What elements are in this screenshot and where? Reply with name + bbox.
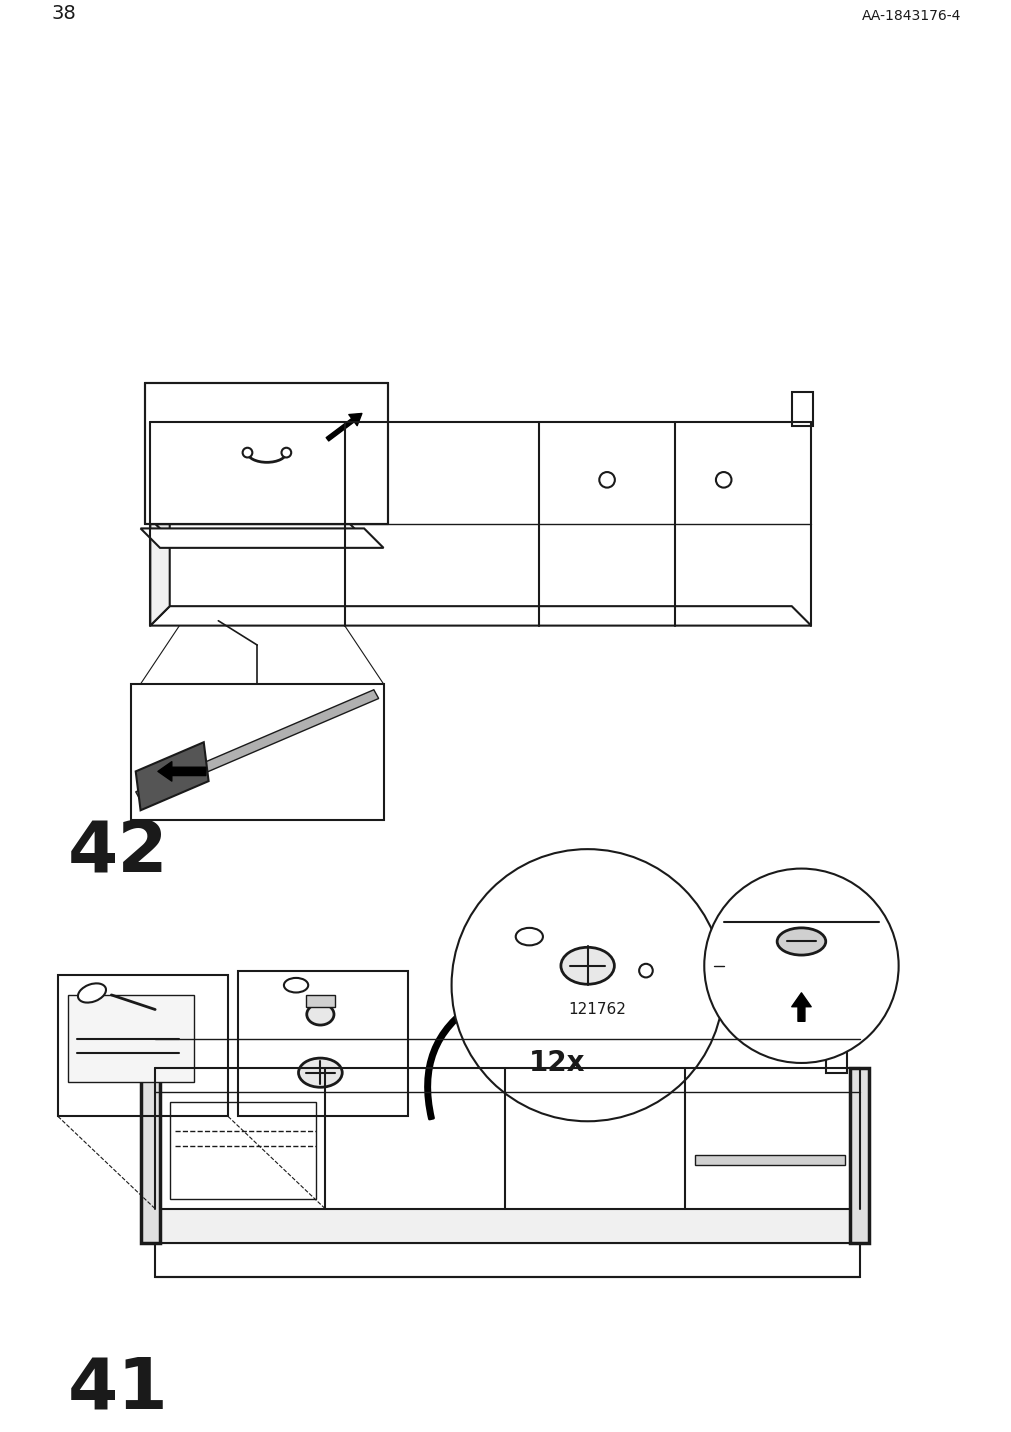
Polygon shape [135, 742, 208, 811]
Text: 121762: 121762 [567, 1002, 626, 1017]
Text: 38: 38 [52, 4, 76, 23]
FancyArrowPatch shape [326, 414, 362, 441]
Polygon shape [151, 421, 364, 441]
Polygon shape [151, 518, 364, 538]
Bar [825, 1034, 846, 1073]
Polygon shape [694, 1156, 844, 1166]
Text: 41: 41 [68, 1355, 168, 1423]
Circle shape [281, 448, 291, 457]
Polygon shape [141, 528, 383, 548]
Polygon shape [151, 421, 170, 626]
Bar [238, 971, 407, 1117]
FancyArrowPatch shape [425, 995, 487, 1118]
Circle shape [451, 849, 723, 1121]
Polygon shape [155, 1209, 859, 1243]
Ellipse shape [298, 1058, 342, 1087]
Ellipse shape [639, 964, 652, 978]
FancyArrowPatch shape [791, 992, 811, 1021]
Bar [849, 1068, 868, 1243]
Polygon shape [146, 382, 388, 524]
Circle shape [704, 869, 898, 1063]
Polygon shape [135, 690, 378, 800]
Polygon shape [155, 1243, 859, 1277]
Bar [165, 1034, 186, 1073]
Ellipse shape [560, 948, 614, 984]
Bar [58, 975, 227, 1117]
Bar [68, 995, 194, 1083]
Bar [791, 392, 812, 427]
Circle shape [599, 473, 615, 488]
Ellipse shape [78, 984, 106, 1002]
Circle shape [715, 473, 731, 488]
Ellipse shape [284, 978, 308, 992]
Polygon shape [151, 606, 811, 626]
Text: AA-1843176-4: AA-1843176-4 [860, 9, 959, 23]
Bar [165, 392, 186, 427]
Bar [141, 1068, 160, 1243]
Ellipse shape [776, 928, 825, 955]
Polygon shape [151, 421, 170, 538]
Ellipse shape [306, 1004, 334, 1025]
Bar [170, 1101, 315, 1199]
Bar [335, 392, 356, 427]
Bar [130, 684, 383, 821]
FancyArrowPatch shape [158, 762, 205, 780]
Circle shape [243, 448, 252, 457]
Ellipse shape [516, 928, 542, 945]
Text: 42: 42 [68, 818, 168, 886]
Text: 12x: 12x [529, 1050, 585, 1077]
Bar [305, 995, 335, 1007]
